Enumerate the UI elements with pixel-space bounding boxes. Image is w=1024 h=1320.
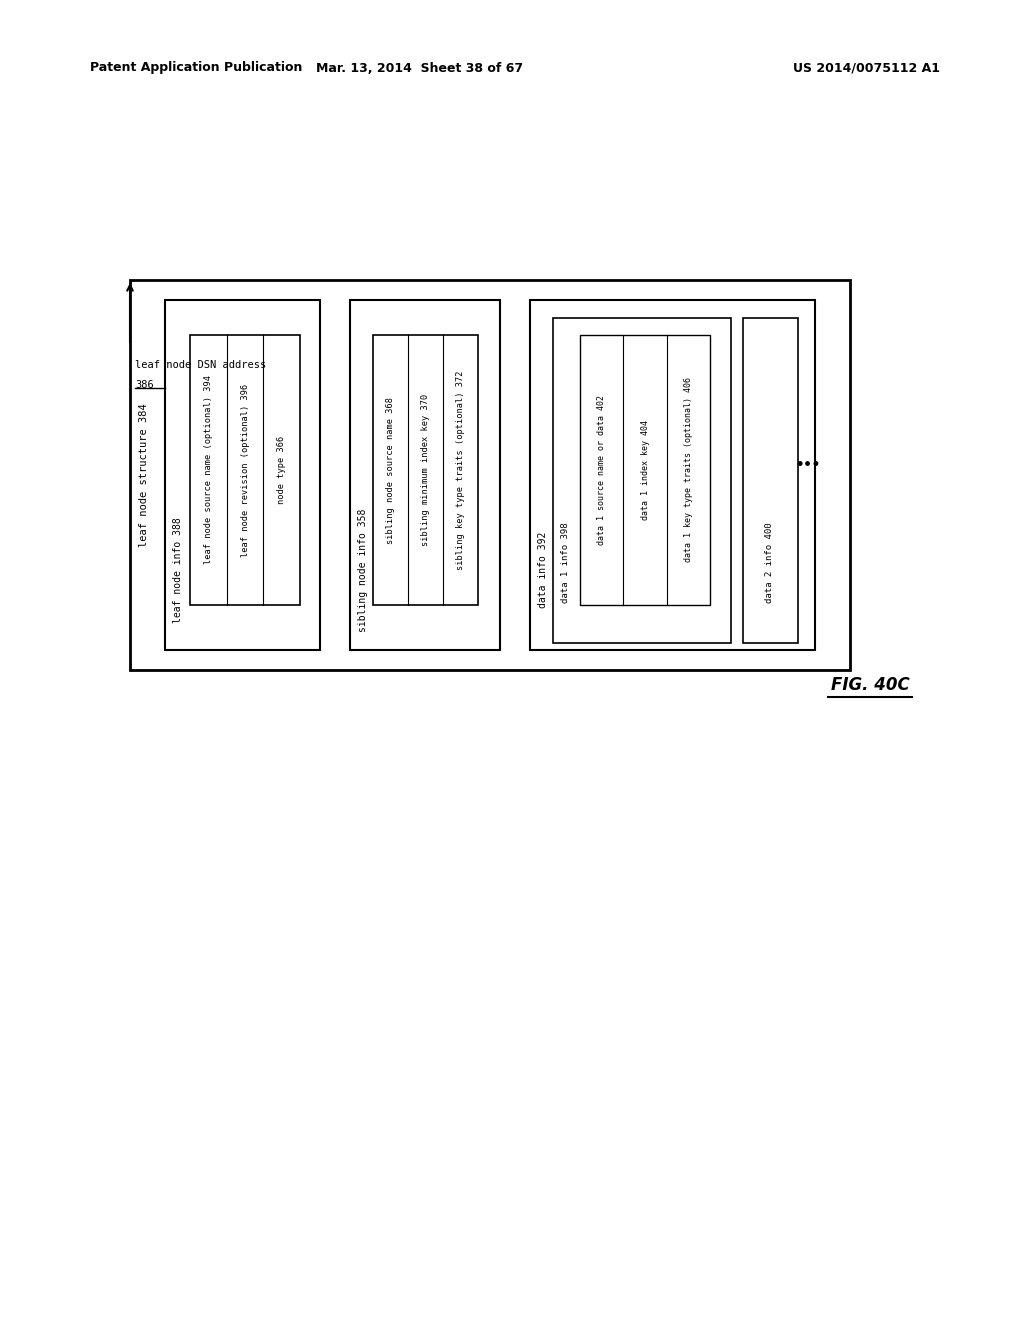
Text: •••: ••• xyxy=(796,458,820,473)
Text: FIG. 40C: FIG. 40C xyxy=(830,676,909,694)
Text: leaf node source name (optional) 394: leaf node source name (optional) 394 xyxy=(204,375,213,565)
Text: data 1 key type traits (optional) 406: data 1 key type traits (optional) 406 xyxy=(684,378,693,562)
Text: Patent Application Publication: Patent Application Publication xyxy=(90,62,302,74)
Text: sibling node source name 368: sibling node source name 368 xyxy=(386,396,395,544)
Text: node type 366: node type 366 xyxy=(278,436,286,504)
Bar xyxy=(530,300,815,649)
Text: data 1 info 398: data 1 info 398 xyxy=(561,523,570,603)
Bar xyxy=(130,280,850,671)
Text: data 1 index key 404: data 1 index key 404 xyxy=(640,420,649,520)
Text: sibling minimum index key 370: sibling minimum index key 370 xyxy=(421,393,430,546)
Text: leaf node DSN address: leaf node DSN address xyxy=(135,360,266,370)
Bar xyxy=(580,335,710,605)
Text: leaf node revision (optional) 396: leaf node revision (optional) 396 xyxy=(241,383,250,557)
Text: US 2014/0075112 A1: US 2014/0075112 A1 xyxy=(793,62,940,74)
Text: sibling node info 358: sibling node info 358 xyxy=(358,508,368,632)
Bar xyxy=(373,335,478,605)
Bar xyxy=(553,318,731,643)
Bar xyxy=(743,318,798,643)
Text: 386: 386 xyxy=(135,380,154,389)
Text: leaf node structure 384: leaf node structure 384 xyxy=(139,403,150,546)
Bar xyxy=(190,335,300,605)
Bar xyxy=(165,300,319,649)
Text: data info 392: data info 392 xyxy=(538,532,548,609)
Text: Mar. 13, 2014  Sheet 38 of 67: Mar. 13, 2014 Sheet 38 of 67 xyxy=(316,62,523,74)
Text: data 2 info 400: data 2 info 400 xyxy=(766,523,774,603)
Text: data 1 source name or data 402: data 1 source name or data 402 xyxy=(597,395,606,545)
Text: sibling key type traits (optional) 372: sibling key type traits (optional) 372 xyxy=(456,370,465,570)
Bar xyxy=(350,300,500,649)
Text: leaf node info 388: leaf node info 388 xyxy=(173,517,183,623)
